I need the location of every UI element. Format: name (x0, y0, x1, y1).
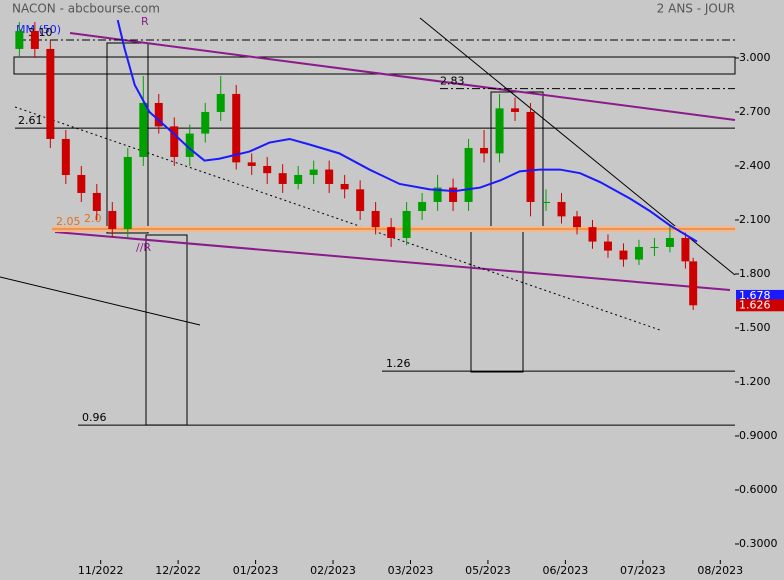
x-tick-label: 08/2023 (697, 564, 743, 577)
y-tick-label: 0.6000 (739, 483, 778, 496)
y-tick-label: 3.000 (739, 51, 771, 64)
candle-body (402, 210, 411, 238)
candle-body (15, 30, 24, 49)
candle-body (542, 201, 551, 203)
candle-body (464, 147, 473, 202)
candle-body (123, 156, 132, 229)
price-badge-label: 1.678 (739, 289, 771, 302)
x-tick-label: 02/2023 (310, 564, 356, 577)
candle-body (247, 162, 256, 166)
candle-body (108, 210, 117, 229)
candle-body (634, 246, 643, 260)
trend-line (0, 276, 201, 326)
chart-subtitle: 2 ANS - JOUR (657, 2, 735, 16)
candle-body (201, 111, 210, 134)
candle-body (495, 108, 504, 154)
candle-body (603, 241, 612, 251)
y-tick-label: 1.200 (739, 375, 771, 388)
level-label: 2.83 (440, 75, 465, 88)
candle-body (294, 174, 303, 184)
candle-body (278, 173, 287, 184)
candle-body (216, 93, 225, 112)
candle-body (325, 169, 334, 184)
annotation: //R (136, 241, 151, 254)
candle-body (681, 237, 690, 262)
candle-body (77, 174, 86, 193)
chart-title: NACON - abcbourse.com (12, 2, 160, 16)
box (13, 56, 736, 75)
candle-body (185, 133, 194, 157)
legend-label: MM (50) (16, 23, 61, 36)
ma-line (116, 19, 698, 243)
candle-body (449, 187, 458, 202)
y-tick-label: 1.500 (739, 321, 771, 334)
candle-body (665, 237, 674, 247)
candle-body (511, 108, 520, 112)
y-tick-label: 2.400 (739, 159, 771, 172)
annotation: 2.0 (84, 212, 102, 225)
x-tick-label: 11/2022 (78, 564, 124, 577)
y-tick-label: 1.800 (739, 267, 771, 280)
candle-body (340, 183, 349, 190)
level-label: 2.05 (56, 215, 81, 228)
candle-body (139, 102, 148, 157)
y-tick-label: 0.3000 (739, 537, 778, 550)
candle-body (263, 165, 272, 174)
candle-body (387, 227, 396, 238)
level-label: 1.26 (386, 357, 411, 370)
x-tick-label: 01/2023 (233, 564, 279, 577)
candle-body (46, 48, 55, 139)
candle-body (433, 187, 442, 202)
x-tick-label: 03/2023 (388, 564, 434, 577)
price-badge-label: 1.626 (739, 298, 771, 311)
candle-body (573, 216, 582, 228)
candle-body (650, 246, 659, 248)
candle-body (557, 201, 566, 217)
candle-body (619, 250, 628, 260)
candle-body (689, 261, 698, 306)
candle-body (371, 210, 380, 228)
candle-body (356, 189, 365, 211)
price-badge (736, 289, 784, 302)
x-tick-label: 05/2023 (465, 564, 511, 577)
trend-line (54, 231, 731, 291)
annotation: R (141, 15, 149, 28)
level-label: 2.61 (18, 114, 43, 127)
candle-body (170, 126, 179, 157)
candle-body (232, 93, 241, 163)
x-tick-label: 07/2023 (620, 564, 666, 577)
candle-body (92, 192, 101, 211)
candle-body (154, 102, 163, 127)
trend-line (14, 106, 661, 331)
price-badge (736, 299, 784, 312)
candle-body (418, 201, 427, 211)
y-tick-label: 2.700 (739, 105, 771, 118)
level-label: 0.96 (82, 411, 107, 424)
candle-body (480, 147, 489, 154)
y-tick-label: 2.100 (739, 213, 771, 226)
candle-body (61, 138, 70, 175)
candle-body (588, 227, 597, 242)
trend-line (69, 32, 736, 121)
candle-body (30, 30, 39, 49)
x-tick-label: 06/2023 (543, 564, 589, 577)
y-tick-label: 0.9000 (739, 429, 778, 442)
x-tick-label: 12/2022 (155, 564, 201, 577)
candle-body (526, 111, 535, 202)
candle-body (309, 169, 318, 175)
